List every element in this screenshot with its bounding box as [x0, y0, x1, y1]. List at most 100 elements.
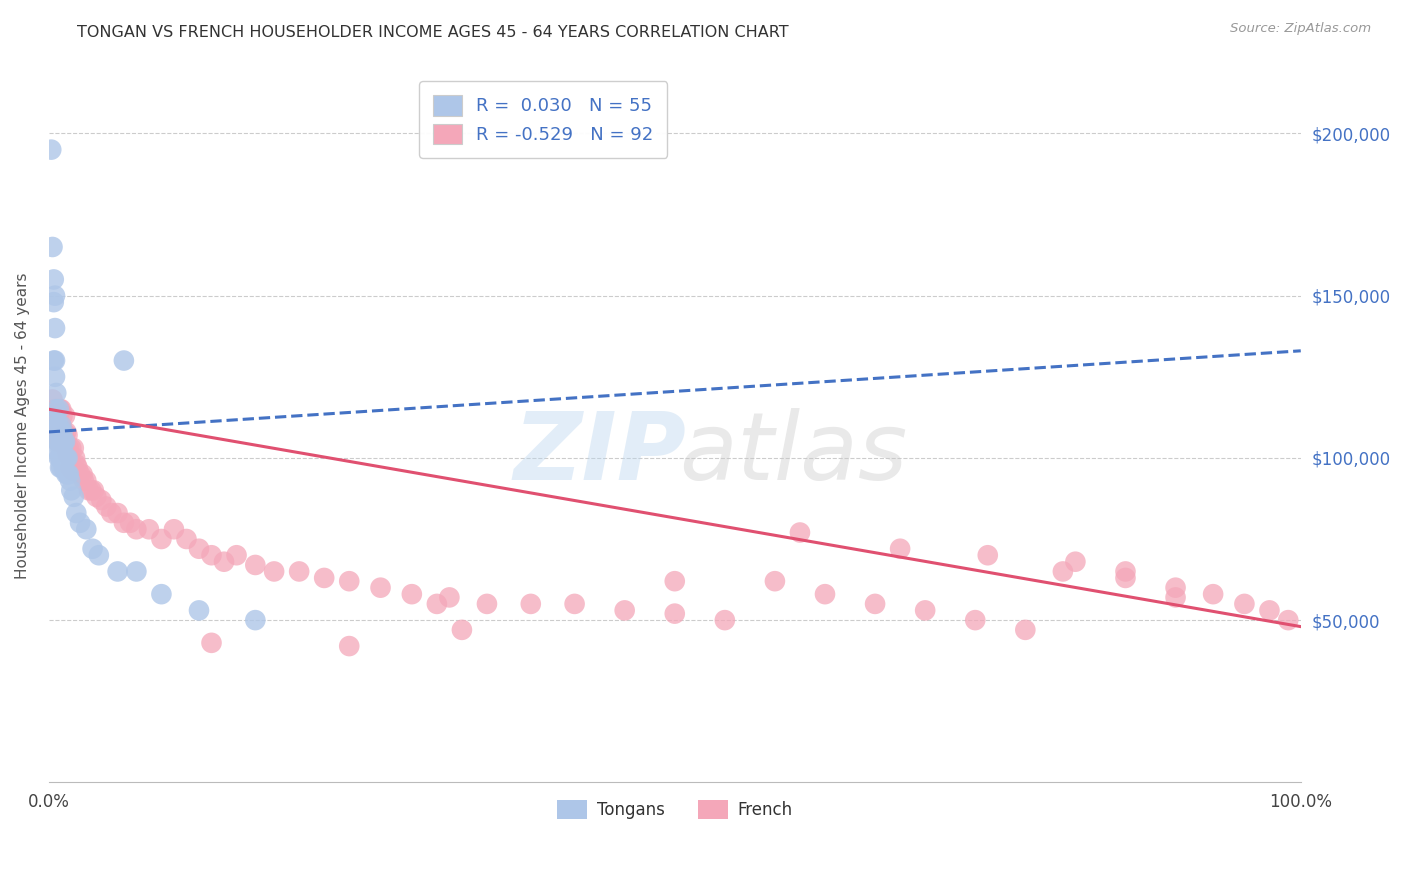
Point	[56, 448, 79, 462]
Point	[82, 541, 104, 556]
Point	[914, 603, 936, 617]
Point	[337, 639, 360, 653]
Point	[564, 597, 586, 611]
Point	[46, 418, 69, 433]
Legend: Tongans, French: Tongans, French	[550, 793, 800, 825]
Point	[1064, 555, 1087, 569]
Point	[58, 441, 80, 455]
Point	[86, 490, 108, 504]
Point	[107, 506, 129, 520]
Point	[66, 460, 89, 475]
Point	[63, 450, 86, 465]
Point	[401, 587, 423, 601]
Point	[56, 428, 79, 442]
Point	[314, 571, 336, 585]
Point	[1202, 587, 1225, 601]
Point	[56, 450, 79, 465]
Point	[45, 412, 67, 426]
Point	[46, 434, 69, 449]
Point	[863, 597, 886, 611]
Point	[51, 460, 73, 475]
Point	[48, 428, 70, 442]
Point	[44, 369, 66, 384]
Point	[763, 574, 786, 589]
Point	[150, 587, 173, 601]
Point	[44, 321, 66, 335]
Point	[59, 460, 82, 475]
Point	[52, 425, 75, 439]
Point	[51, 434, 73, 449]
Point	[46, 418, 69, 433]
Point	[176, 532, 198, 546]
Point	[49, 425, 72, 439]
Point	[53, 432, 76, 446]
Point	[889, 541, 911, 556]
Point	[789, 525, 811, 540]
Text: TONGAN VS FRENCH HOUSEHOLDER INCOME AGES 45 - 64 YEARS CORRELATION CHART: TONGAN VS FRENCH HOUSEHOLDER INCOME AGES…	[77, 25, 789, 40]
Point	[65, 458, 87, 472]
Point	[48, 450, 70, 465]
Point	[1114, 571, 1136, 585]
Point	[212, 555, 235, 569]
Point	[370, 581, 392, 595]
Point	[60, 441, 83, 455]
Point	[44, 288, 66, 302]
Point	[55, 425, 77, 439]
Point	[1233, 597, 1256, 611]
Point	[120, 516, 142, 530]
Point	[1164, 591, 1187, 605]
Point	[42, 272, 65, 286]
Point	[46, 444, 69, 458]
Point	[46, 425, 69, 439]
Point	[80, 483, 103, 498]
Point	[58, 467, 80, 482]
Text: ZIP: ZIP	[513, 408, 686, 500]
Point	[51, 418, 73, 433]
Point	[62, 490, 84, 504]
Point	[51, 432, 73, 446]
Point	[42, 295, 65, 310]
Point	[1052, 565, 1074, 579]
Point	[51, 428, 73, 442]
Point	[51, 450, 73, 465]
Point	[188, 603, 211, 617]
Point	[51, 425, 73, 439]
Point	[75, 474, 97, 488]
Point	[100, 506, 122, 520]
Point	[1164, 581, 1187, 595]
Point	[51, 402, 73, 417]
Point	[200, 636, 222, 650]
Point	[965, 613, 987, 627]
Point	[814, 587, 837, 601]
Point	[69, 467, 91, 482]
Point	[51, 418, 73, 433]
Point	[75, 522, 97, 536]
Point	[49, 460, 72, 475]
Point	[125, 522, 148, 536]
Point	[112, 353, 135, 368]
Point	[52, 460, 75, 475]
Point	[44, 353, 66, 368]
Point	[96, 500, 118, 514]
Point	[1277, 613, 1299, 627]
Point	[188, 541, 211, 556]
Point	[44, 402, 66, 417]
Point	[49, 402, 72, 417]
Point	[263, 565, 285, 579]
Point	[77, 483, 100, 498]
Point	[714, 613, 737, 627]
Point	[59, 450, 82, 465]
Point	[62, 441, 84, 455]
Point	[60, 458, 83, 472]
Y-axis label: Householder Income Ages 45 - 64 years: Householder Income Ages 45 - 64 years	[15, 272, 30, 579]
Point	[48, 402, 70, 417]
Point	[200, 548, 222, 562]
Point	[288, 565, 311, 579]
Point	[90, 493, 112, 508]
Point	[51, 409, 73, 423]
Point	[49, 450, 72, 465]
Point	[41, 392, 63, 407]
Point	[977, 548, 1000, 562]
Point	[59, 474, 82, 488]
Point	[52, 434, 75, 449]
